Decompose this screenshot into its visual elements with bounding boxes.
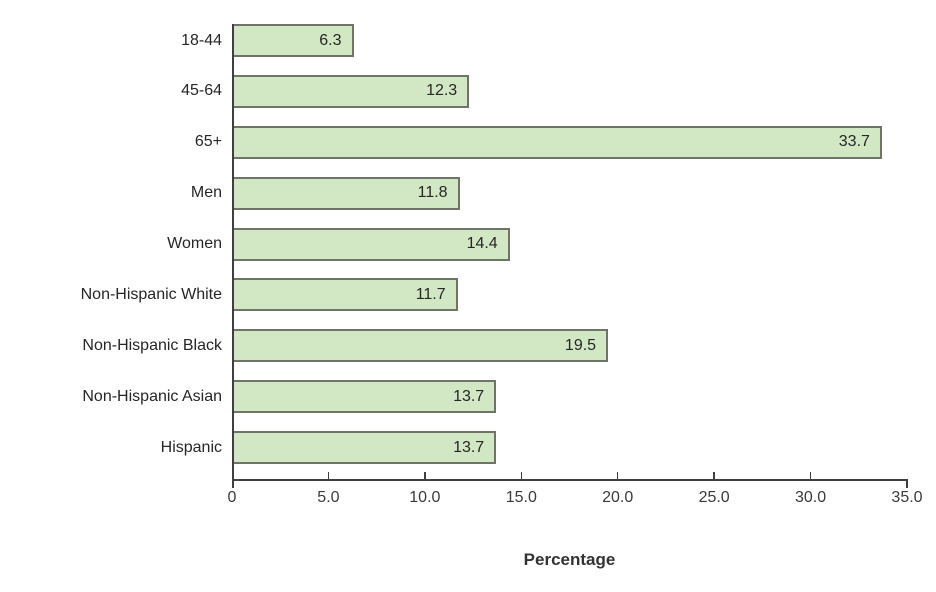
- x-axis-tick-label: 15.0: [505, 489, 537, 506]
- category-label: Men: [190, 184, 222, 202]
- x-axis-tick: [520, 472, 523, 479]
- x-axis-line: [232, 479, 908, 481]
- bar-value-label: 11.8: [417, 184, 448, 202]
- x-axis-tick-label: 25.0: [698, 489, 730, 506]
- x-axis-tick-label: 30.0: [794, 489, 827, 506]
- category-label: 18-44: [181, 31, 222, 49]
- x-axis-title: Percentage: [523, 550, 616, 569]
- category-label: Non-Hispanic Black: [82, 336, 222, 354]
- category-label: Non-Hispanic Asian: [82, 387, 222, 405]
- bar-value-label: 13.7: [453, 387, 485, 405]
- bar-value-label: 6.3: [319, 31, 342, 49]
- category-label: Hispanic: [160, 438, 222, 456]
- bar: 33.7: [232, 125, 882, 159]
- y-axis-line: [232, 24, 234, 488]
- category-label: 65+: [194, 133, 222, 151]
- x-axis-tick-label: 0: [227, 489, 237, 506]
- bar-value-label: 14.4: [466, 235, 498, 252]
- bar-value-label: 33.7: [838, 133, 870, 151]
- x-axis-tick: [906, 479, 908, 488]
- x-axis-tick: [809, 472, 812, 479]
- bar-value-label: 13.7: [453, 438, 485, 456]
- bar: 11.7: [232, 278, 458, 312]
- bar: 13.7: [232, 431, 497, 464]
- bar-value-label: 11.7: [415, 285, 446, 303]
- bar: 13.7: [232, 380, 497, 414]
- x-axis-tick: [616, 472, 619, 479]
- x-axis-tick-label: 10.0: [409, 489, 441, 506]
- category-label: Non-Hispanic White: [80, 285, 222, 303]
- x-axis-tick: [327, 472, 330, 479]
- bar-value-label: 19.5: [564, 336, 597, 354]
- bar: 12.3: [232, 74, 470, 108]
- bar: 14.4: [232, 227, 510, 261]
- x-axis-tick-label: 35.0: [891, 489, 923, 506]
- x-axis-tick-label: 20.0: [602, 489, 634, 506]
- x-axis-tick-label: 5.0: [317, 489, 340, 506]
- bar-value-label: 12.3: [426, 82, 458, 100]
- category-label: 45-64: [181, 82, 222, 100]
- x-axis-tick: [424, 472, 426, 479]
- x-axis-tick: [713, 472, 715, 479]
- bar: 11.8: [232, 176, 460, 210]
- bar: 19.5: [232, 329, 609, 363]
- category-label: Women: [167, 235, 222, 252]
- bar: 6.3: [232, 24, 354, 57]
